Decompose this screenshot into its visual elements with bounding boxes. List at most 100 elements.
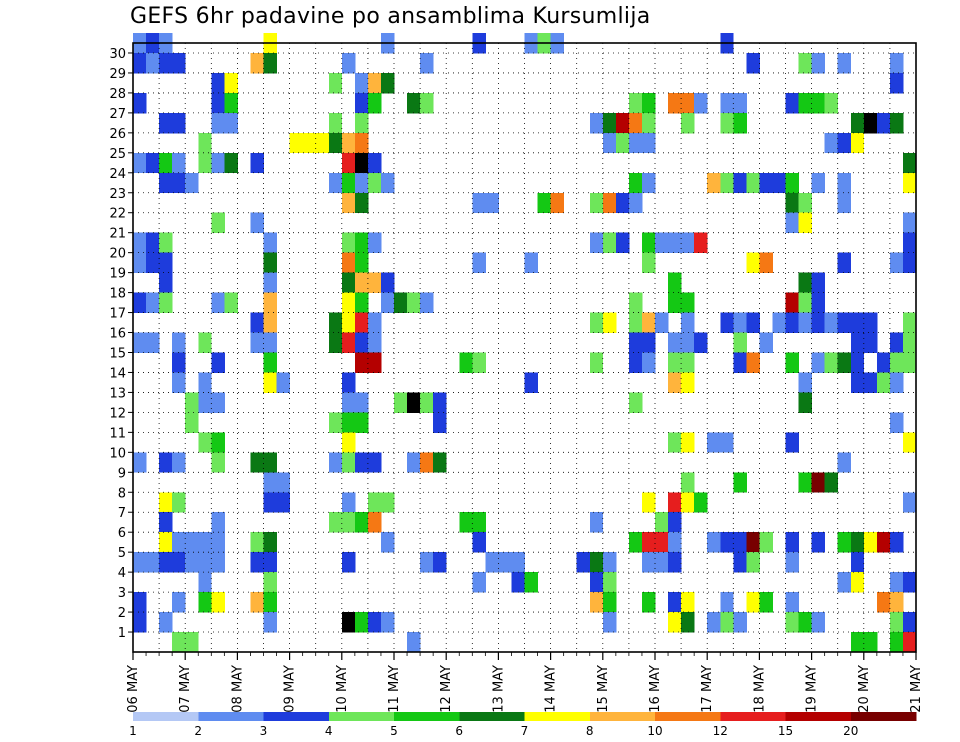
heatmap-cell	[159, 52, 173, 74]
heatmap-cell	[720, 532, 734, 553]
heatmap-cell	[146, 292, 160, 313]
heatmap-cell	[263, 472, 277, 493]
heatmap-cell	[720, 592, 734, 613]
heatmap-cell	[602, 592, 617, 613]
heatmap-cell	[811, 532, 826, 553]
heatmap-cell	[407, 632, 421, 653]
heatmap-cell	[798, 292, 812, 313]
heatmap-cell	[146, 332, 160, 353]
heatmap-cell	[263, 312, 277, 333]
heatmap-cell	[367, 612, 382, 633]
heatmap-cell	[433, 392, 447, 413]
heatmap-cell	[172, 492, 186, 513]
heatmap-cell	[159, 292, 173, 313]
heatmap-cell	[889, 352, 904, 373]
heatmap-cell	[628, 352, 643, 373]
heatmap-cell	[746, 252, 760, 274]
heatmap-cell	[459, 512, 473, 533]
heatmap-cell	[641, 492, 656, 513]
heatmap-cell	[733, 332, 747, 353]
heatmap-cell	[681, 352, 695, 373]
heatmap-cell	[328, 312, 343, 333]
heatmap-cell	[302, 132, 317, 154]
heatmap-cell	[798, 192, 812, 214]
heatmap-cell	[198, 392, 212, 413]
heatmap-cell	[276, 372, 290, 393]
heatmap-cell	[733, 172, 747, 194]
heatmap-cell	[367, 312, 382, 333]
colorbar-label: 6	[455, 724, 463, 738]
heatmap-cell	[863, 532, 878, 553]
heatmap-cell	[902, 212, 917, 234]
heatmap-cell	[472, 512, 486, 533]
heatmap-cell	[159, 532, 173, 553]
heatmap-cell	[589, 572, 604, 593]
heatmap-cell	[250, 52, 264, 74]
heatmap-cell	[641, 552, 656, 573]
heatmap-cell	[746, 352, 760, 373]
heatmap-cell	[250, 592, 264, 613]
heatmap-cell	[628, 192, 643, 214]
heatmap-cell	[589, 312, 604, 333]
heatmap-cell	[681, 492, 695, 513]
heatmap-cell	[367, 232, 382, 254]
heatmap-cell	[159, 232, 173, 254]
colorbar-swatch	[720, 712, 786, 721]
y-tick-label: 5	[118, 546, 126, 561]
heatmap-cell	[863, 312, 878, 333]
heatmap-cell	[889, 572, 904, 593]
heatmap-cell	[367, 92, 382, 114]
heatmap-cell	[550, 192, 565, 214]
heatmap-cell	[602, 312, 617, 333]
heatmap-cell	[394, 292, 408, 313]
heatmap-cell	[733, 352, 747, 373]
colorbar-swatch	[785, 712, 852, 721]
heatmap-cell	[341, 432, 356, 453]
heatmap-cell	[146, 152, 160, 174]
colorbar-swatch	[198, 712, 264, 721]
y-tick-label: 21	[109, 227, 126, 242]
colorbar-label: 7	[521, 724, 529, 738]
chart-title: GEFS 6hr padavine po ansamblima Kursumli…	[130, 4, 651, 29]
heatmap-cell	[785, 612, 799, 633]
heatmap-cell	[524, 572, 538, 593]
heatmap-cell	[511, 552, 525, 573]
heatmap-cell	[902, 632, 917, 653]
heatmap-cell	[133, 332, 147, 353]
heatmap-cell	[159, 492, 173, 513]
heatmap-cell	[628, 392, 643, 413]
heatmap-cell	[407, 452, 421, 473]
heatmap-cell	[380, 172, 395, 194]
heatmap-cell	[459, 352, 473, 373]
heatmap-cell	[146, 232, 160, 254]
x-tick-label: 18 MAY	[752, 665, 767, 713]
heatmap-cell	[224, 92, 238, 114]
heatmap-cell	[172, 592, 186, 613]
heatmap-cell	[172, 332, 186, 353]
heatmap-cell	[668, 292, 682, 313]
heatmap-cell	[798, 472, 812, 493]
heatmap-cell	[759, 592, 773, 613]
colorbar-swatch	[459, 712, 525, 721]
heatmap-cell	[420, 92, 434, 114]
heatmap-cell	[146, 52, 160, 74]
heatmap-cell	[837, 312, 852, 333]
colorbar-label: 15	[778, 724, 793, 738]
heatmap-cell	[172, 152, 186, 174]
heatmap-cell	[655, 532, 669, 553]
colorbar-label: 3	[260, 724, 268, 738]
heatmap-cell	[159, 452, 173, 473]
heatmap-cell	[615, 112, 630, 134]
heatmap-cell	[785, 352, 799, 373]
heatmap-cell	[668, 512, 682, 533]
heatmap-cell	[707, 612, 721, 633]
heatmap-cell	[185, 552, 199, 573]
heatmap-cell	[707, 172, 721, 194]
y-tick-label: 14	[109, 366, 126, 381]
heatmap-cell	[250, 152, 264, 174]
heatmap-cell	[250, 312, 264, 333]
heatmap-cell	[889, 612, 904, 633]
heatmap-cell	[341, 272, 356, 293]
heatmap-cell	[250, 552, 264, 573]
heatmap-cell	[850, 112, 865, 134]
